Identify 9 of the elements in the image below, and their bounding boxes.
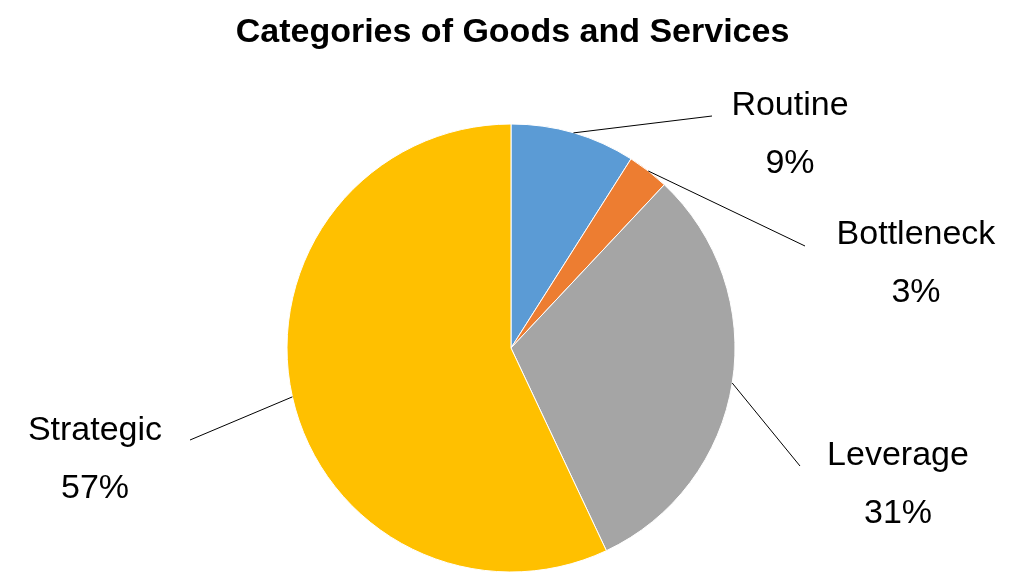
slice-label: Bottleneck (836, 213, 997, 251)
data-label: 3% (891, 271, 941, 309)
slice-label: Routine (731, 84, 849, 122)
slice-label: Strategic (27, 409, 163, 447)
data-label: 9% (765, 142, 815, 180)
data-label: 57% (60, 467, 130, 505)
data-label: 31% (863, 492, 933, 530)
chart-title: Categories of Goods and Services (235, 11, 790, 49)
slice-label: Leverage (827, 434, 969, 472)
